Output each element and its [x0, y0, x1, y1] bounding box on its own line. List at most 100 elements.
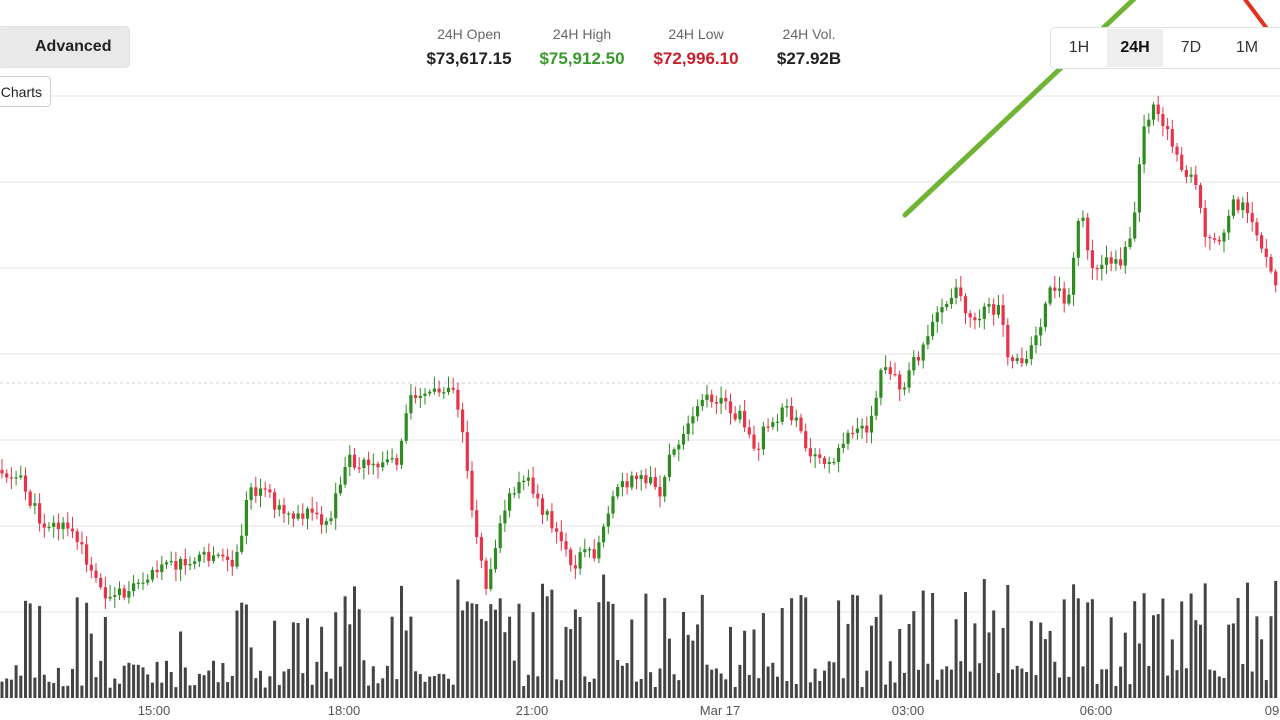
volume-bar — [1246, 582, 1249, 698]
candle-body — [982, 306, 986, 319]
volume-bar — [235, 610, 239, 698]
volume-bar — [174, 687, 178, 698]
candle-body — [428, 391, 432, 394]
stat-value: $27.92B — [776, 49, 842, 68]
volume-bar — [1090, 599, 1094, 698]
candle-body — [1137, 164, 1141, 213]
stat-value: $75,912.50 — [539, 49, 625, 68]
volume-bar — [902, 672, 906, 698]
candle-body — [47, 526, 51, 529]
volume-bar — [118, 683, 121, 698]
candle-body — [677, 444, 681, 450]
volume-bar — [1152, 615, 1155, 698]
candle-body — [113, 595, 117, 597]
volume-bar — [197, 673, 201, 698]
candle-body — [94, 570, 98, 578]
candle-body — [334, 493, 338, 519]
charts-button[interactable]: Charts — [0, 76, 51, 107]
range-7d-button[interactable]: 7D — [1180, 39, 1202, 56]
volume-bar — [573, 609, 577, 698]
candle-body — [888, 367, 892, 374]
candle-body — [945, 303, 949, 308]
candle-body — [686, 423, 690, 435]
candle-body — [700, 399, 704, 407]
volume-bar — [874, 616, 878, 698]
candle-body — [775, 421, 780, 423]
stat-label: 24H Vol. — [782, 26, 836, 42]
volume-bar — [672, 674, 676, 698]
candle-body — [827, 461, 831, 464]
volume-bar — [860, 687, 864, 698]
candle-body — [226, 556, 230, 560]
volume-bar — [52, 683, 56, 698]
tab-advanced[interactable]: Advanced — [0, 27, 130, 67]
candle-body — [498, 523, 502, 549]
candle-body — [1067, 294, 1071, 304]
volume-bar — [1222, 677, 1226, 698]
candle-body — [70, 528, 75, 532]
volume-bar — [1020, 668, 1024, 698]
range-24h-button[interactable]: 24H — [1107, 29, 1163, 67]
volume-bar — [935, 679, 939, 698]
volume-bar — [122, 665, 126, 698]
candle-body — [89, 564, 93, 571]
candle-body — [874, 397, 878, 416]
volume-bar — [752, 629, 756, 698]
candle-body — [884, 367, 888, 370]
volume-bar — [808, 682, 812, 698]
candle-body — [451, 387, 455, 390]
volume-bar — [832, 662, 836, 698]
volume-bar — [66, 685, 70, 698]
candle-body — [188, 563, 192, 566]
volume-bar — [1001, 627, 1005, 698]
candle-body — [559, 531, 563, 542]
candle-body — [794, 417, 798, 421]
x-axis-label: 03:00 — [892, 703, 925, 718]
candle-body — [611, 496, 615, 514]
candle-body — [61, 522, 65, 530]
range-1m-button[interactable]: 1M — [1235, 39, 1259, 56]
candle-body — [1203, 207, 1207, 237]
volume-bar — [418, 674, 422, 698]
volume-bar — [165, 660, 168, 698]
candle-body — [954, 287, 958, 298]
candle-body — [818, 454, 822, 458]
volume-bar — [1180, 601, 1184, 698]
volume-bar — [357, 609, 361, 698]
volume-bar — [33, 677, 37, 698]
candle-body — [1175, 146, 1179, 155]
volume-bar — [512, 660, 516, 698]
volume-bar — [592, 678, 596, 698]
volume-bar — [1086, 602, 1090, 698]
candle-body — [653, 477, 657, 487]
candle-body — [249, 487, 253, 501]
candle-body — [244, 500, 248, 536]
candle-body — [963, 296, 968, 314]
volume-bar — [1241, 664, 1245, 698]
volume-bar — [230, 676, 234, 698]
candle-body — [390, 458, 394, 460]
volume-bar — [606, 601, 610, 698]
candle-body — [456, 389, 460, 410]
volume-bar — [1137, 643, 1141, 698]
volume-bar — [14, 665, 18, 698]
candle-body — [733, 413, 737, 420]
volume-bar — [1105, 669, 1108, 698]
candle-body — [193, 561, 197, 564]
volume-bar — [1208, 669, 1212, 698]
candle-body — [404, 413, 408, 441]
candle-body — [921, 344, 925, 361]
volume-bar — [799, 595, 803, 698]
candle-body — [663, 476, 667, 497]
volume-bar — [663, 597, 667, 698]
volume-bar — [635, 681, 638, 698]
candle-body — [310, 508, 314, 513]
volume-bar — [329, 678, 333, 698]
x-axis-label: Mar 17 — [700, 703, 740, 718]
range-1h-button[interactable]: 1H — [1068, 39, 1090, 56]
volume-bar — [61, 686, 65, 698]
candle-body — [367, 459, 371, 466]
candle-body — [1217, 239, 1221, 242]
volume-bar — [1034, 675, 1038, 698]
